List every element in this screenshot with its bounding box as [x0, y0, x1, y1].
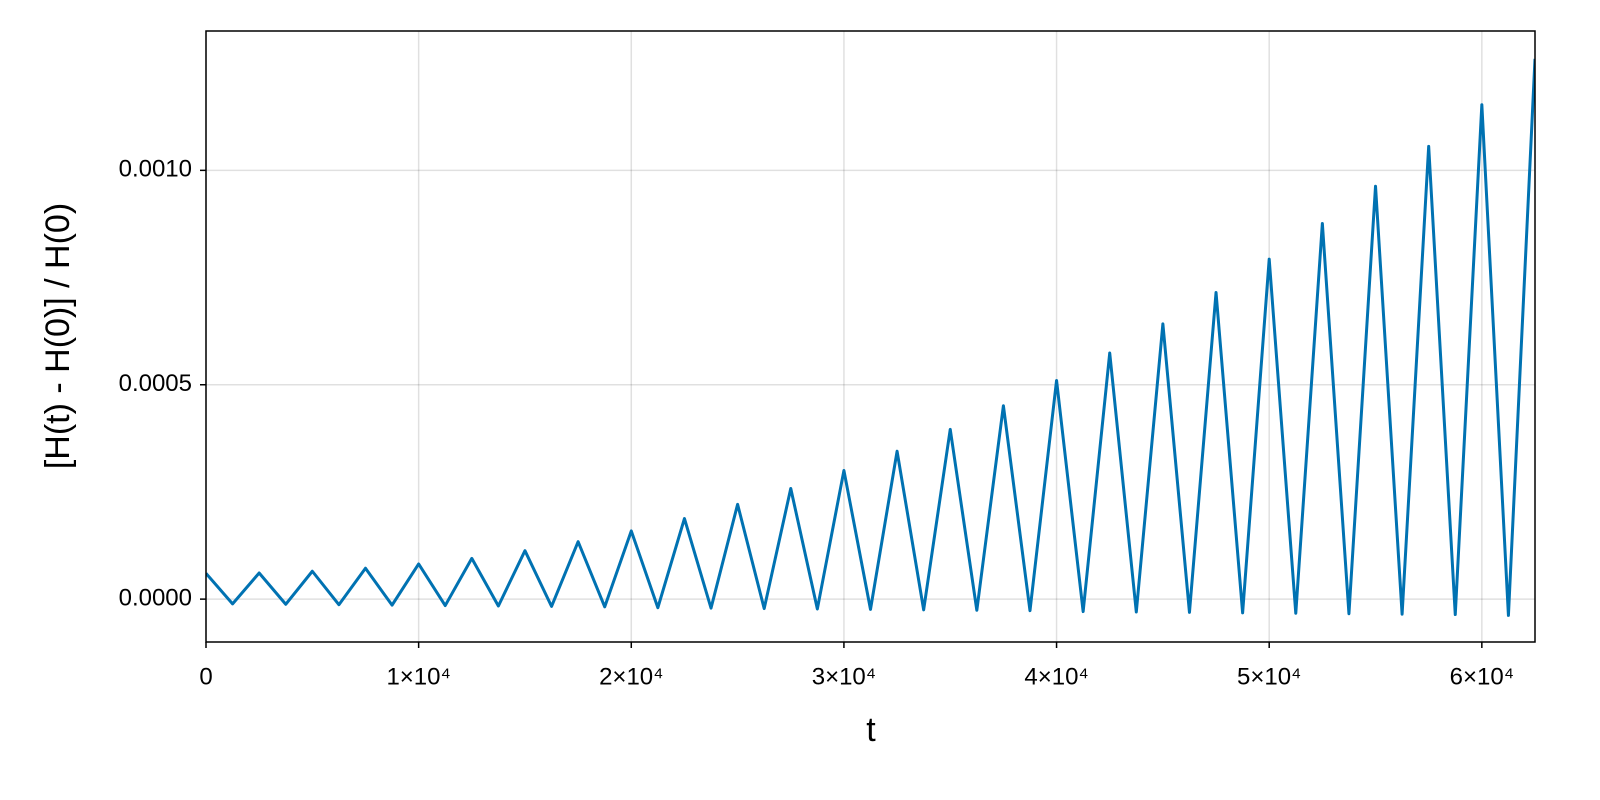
x-tick-label: 1×10⁴ — [386, 663, 450, 690]
x-tick-label: 4×10⁴ — [1024, 663, 1088, 690]
plot-frame — [205, 30, 1536, 643]
y-tick-label: 0.0005 — [119, 370, 192, 397]
y-axis-label: [H(t) - H(0)] / H(0) — [39, 203, 77, 469]
x-tick-label: 3×10⁴ — [812, 663, 876, 690]
x-tick-label: 2×10⁴ — [599, 663, 663, 690]
x-tick-label: 0 — [199, 663, 212, 690]
data-line — [206, 58, 1535, 617]
x-tick-label: 5×10⁴ — [1237, 663, 1301, 690]
x-axis-label: t — [866, 711, 876, 749]
y-tick-label: 0.0010 — [119, 156, 192, 183]
y-tick-label: 0.0000 — [119, 584, 192, 611]
x-tick-label: 6×10⁴ — [1450, 663, 1514, 690]
